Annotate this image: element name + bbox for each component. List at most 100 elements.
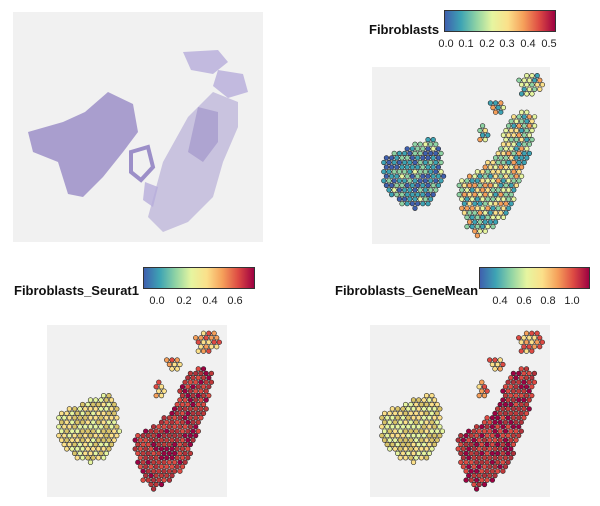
tissue-spot: [95, 428, 102, 434]
tissue-spot: [399, 182, 405, 188]
tissue-spot: [473, 424, 480, 430]
tissue-spot: [418, 455, 425, 461]
tissue-spot: [529, 82, 535, 88]
tissue-spot: [405, 450, 411, 457]
tissue-spot: [195, 419, 201, 425]
tissue-spot: [508, 428, 514, 434]
tissue-spot: [171, 432, 178, 439]
tissue-spot: [497, 437, 503, 443]
tissue-spot: [521, 114, 527, 120]
tissue-spot: [391, 150, 397, 156]
tissue-spot: [87, 397, 94, 403]
tissue-spot: [401, 178, 408, 184]
tissue-spot: [472, 191, 478, 198]
tissue-spot: [203, 388, 209, 394]
tissue-spot: [516, 178, 522, 184]
tissue-spot: [474, 233, 480, 239]
tissue-spot: [466, 201, 473, 207]
tissue-spot: [474, 178, 480, 184]
tissue-spot: [79, 401, 86, 408]
tissue-spot: [422, 178, 429, 184]
tissue-spot: [426, 441, 432, 448]
tissue-spot: [523, 392, 530, 399]
tissue-spot: [471, 472, 477, 479]
tissue-spot: [100, 428, 107, 434]
tissue-spot: [481, 428, 488, 434]
tissue-spot: [484, 388, 490, 394]
tissue-spot: [531, 370, 538, 377]
tissue-spot: [171, 468, 178, 474]
tissue-spot: [111, 428, 117, 434]
tissue-spot: [482, 127, 488, 134]
tissue-spot: [476, 446, 482, 452]
tissue-spot: [490, 104, 496, 111]
tick-label: 0.5: [541, 38, 557, 50]
tissue-spot: [417, 169, 423, 175]
tissue-spot: [421, 450, 427, 457]
tissue-spot: [532, 77, 538, 83]
tissue-spot: [510, 424, 517, 430]
tissue-spot: [103, 424, 109, 430]
tissue-spot: [438, 178, 444, 184]
tissue-spot: [434, 401, 440, 408]
tissue-spot: [137, 437, 144, 443]
tick-label: 0.1: [458, 38, 474, 50]
tissue-spot: [494, 468, 501, 474]
tissue-spot: [518, 428, 524, 434]
tissue-spot: [413, 446, 419, 452]
tissue-spot: [435, 155, 441, 161]
tissue-spot: [477, 182, 483, 188]
tissue-spot: [487, 182, 493, 188]
tissue-spot: [185, 401, 191, 408]
tissue-spot: [93, 432, 99, 439]
tissue-spot: [455, 437, 461, 443]
tissue-spot: [392, 446, 398, 452]
tissue-spot: [437, 415, 443, 421]
tissue-spot: [471, 437, 477, 443]
tissue-spot: [474, 196, 480, 202]
tissue-spot: [510, 388, 517, 394]
tissue-spot: [381, 159, 387, 166]
tissue-spot: [383, 182, 389, 188]
tissue-spot: [198, 344, 204, 350]
tissue-spot: [477, 228, 483, 234]
tissue-spot: [417, 187, 423, 193]
tissue-spot: [473, 450, 480, 457]
tissue-spot: [392, 410, 398, 417]
tissue-spot: [394, 155, 400, 161]
tissue-spot: [523, 366, 530, 372]
tissue-spot: [440, 173, 447, 179]
tissue-spot: [516, 432, 522, 439]
tissue-spot: [523, 410, 530, 417]
tissue-spot: [430, 136, 436, 143]
tissue-spot: [492, 155, 499, 161]
tissue-spot: [386, 169, 392, 175]
tissue-spot: [421, 415, 427, 421]
tissue-spot: [93, 450, 99, 457]
tissue-spot: [523, 339, 530, 345]
tissue-spot: [468, 441, 474, 448]
tissue-spot: [516, 150, 522, 156]
tissue-spot: [489, 441, 496, 448]
tissue-spot: [482, 219, 488, 225]
tissue-spot: [410, 415, 417, 421]
tissue-spot: [98, 406, 104, 412]
tissue-spot: [206, 375, 212, 381]
tissue-spot: [511, 150, 517, 156]
tissue-spot: [476, 455, 482, 461]
tissue-spot: [85, 428, 91, 434]
tissue-spot: [494, 441, 501, 448]
tissue-spot: [471, 428, 477, 434]
tissue-spot: [61, 424, 67, 430]
tissue-spot: [200, 375, 207, 381]
tissue-spot: [392, 419, 398, 425]
tissue-spot: [529, 127, 535, 134]
tissue-spot: [179, 437, 186, 443]
tissue-spot: [524, 73, 530, 79]
tissue-spot: [404, 164, 410, 170]
tissue-spot: [537, 335, 543, 341]
tissue-spot: [185, 419, 191, 425]
tissue-spot: [164, 472, 170, 479]
tissue-spot: [484, 477, 490, 483]
tissue-spot: [397, 455, 403, 461]
